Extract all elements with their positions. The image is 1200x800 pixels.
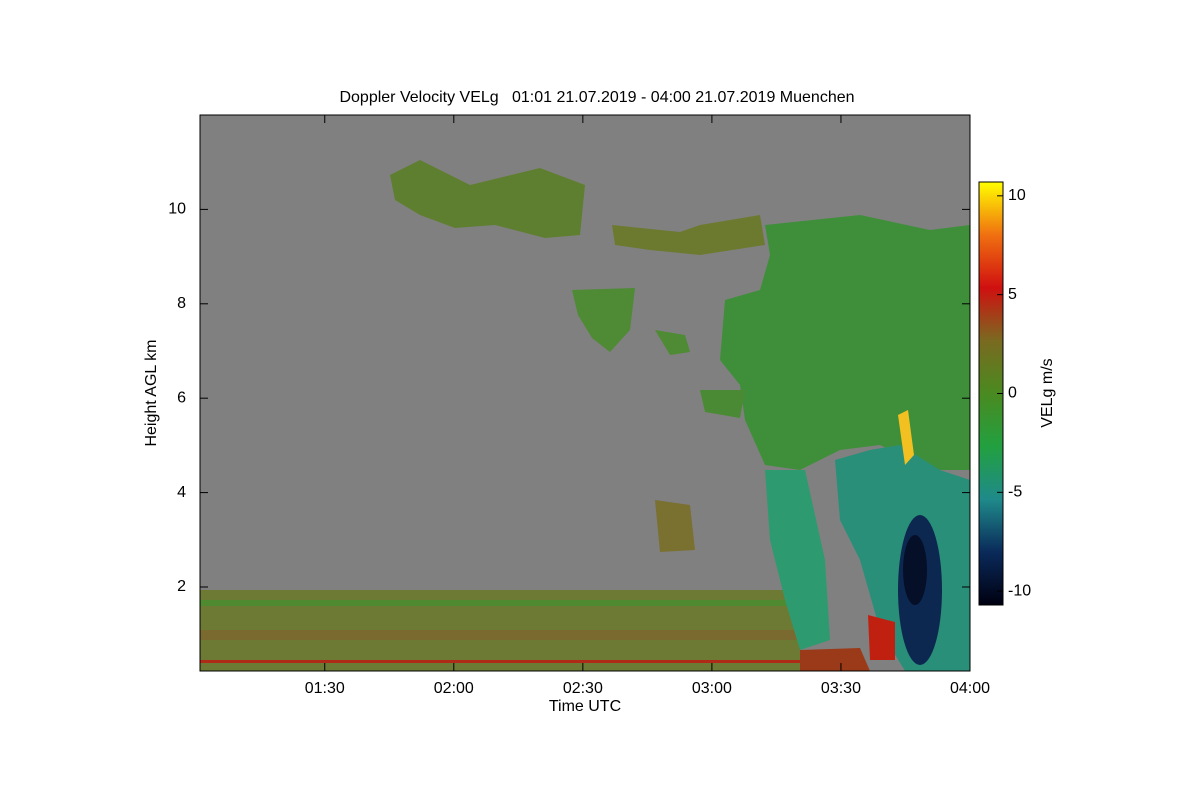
x-tick-label: 02:00 xyxy=(434,680,474,697)
echo-region xyxy=(200,660,800,663)
echo-region xyxy=(720,215,970,470)
plot-frame xyxy=(199,114,971,672)
echo-region xyxy=(655,500,695,552)
x-tick-label: 04:00 xyxy=(950,680,990,697)
echo-field xyxy=(200,160,970,671)
chart-title: Doppler Velocity VELg 01:01 21.07.2019 -… xyxy=(339,89,854,106)
colorbar-tick-label: -10 xyxy=(1008,582,1031,599)
x-tick-label: 02:30 xyxy=(563,680,603,697)
echo-region xyxy=(868,615,895,660)
echo-region xyxy=(765,470,830,650)
echo-region xyxy=(572,288,635,352)
colorbar xyxy=(978,181,1004,606)
y-tick-label: 8 xyxy=(177,295,186,312)
y-tick-label: 6 xyxy=(177,389,186,406)
y-axis-label: Height AGL km xyxy=(143,339,160,446)
echo-region xyxy=(898,410,914,465)
x-axis-label: Time UTC xyxy=(549,698,621,715)
echo-region xyxy=(200,600,800,606)
colorbar-tick-label: 10 xyxy=(1008,187,1026,204)
colorbar-label: VELg m/s xyxy=(1039,358,1056,427)
x-tick-label: 03:30 xyxy=(821,680,861,697)
colorbar-tick-label: 5 xyxy=(1008,286,1017,303)
x-tick-label: 01:30 xyxy=(305,680,345,697)
colorbar-tick-label: 0 xyxy=(1008,385,1017,402)
echo-region xyxy=(655,330,690,355)
echo-region xyxy=(200,630,800,640)
colorbar-tick-label: -5 xyxy=(1008,484,1022,501)
y-tick-label: 4 xyxy=(177,484,186,501)
echo-region xyxy=(800,648,870,671)
x-tick-label: 03:00 xyxy=(692,680,732,697)
echo-region xyxy=(700,390,745,418)
echo-region xyxy=(612,215,765,255)
echo-region xyxy=(390,160,585,238)
echo-region xyxy=(903,535,927,605)
y-tick-label: 2 xyxy=(177,578,186,595)
y-tick-label: 10 xyxy=(168,201,186,218)
